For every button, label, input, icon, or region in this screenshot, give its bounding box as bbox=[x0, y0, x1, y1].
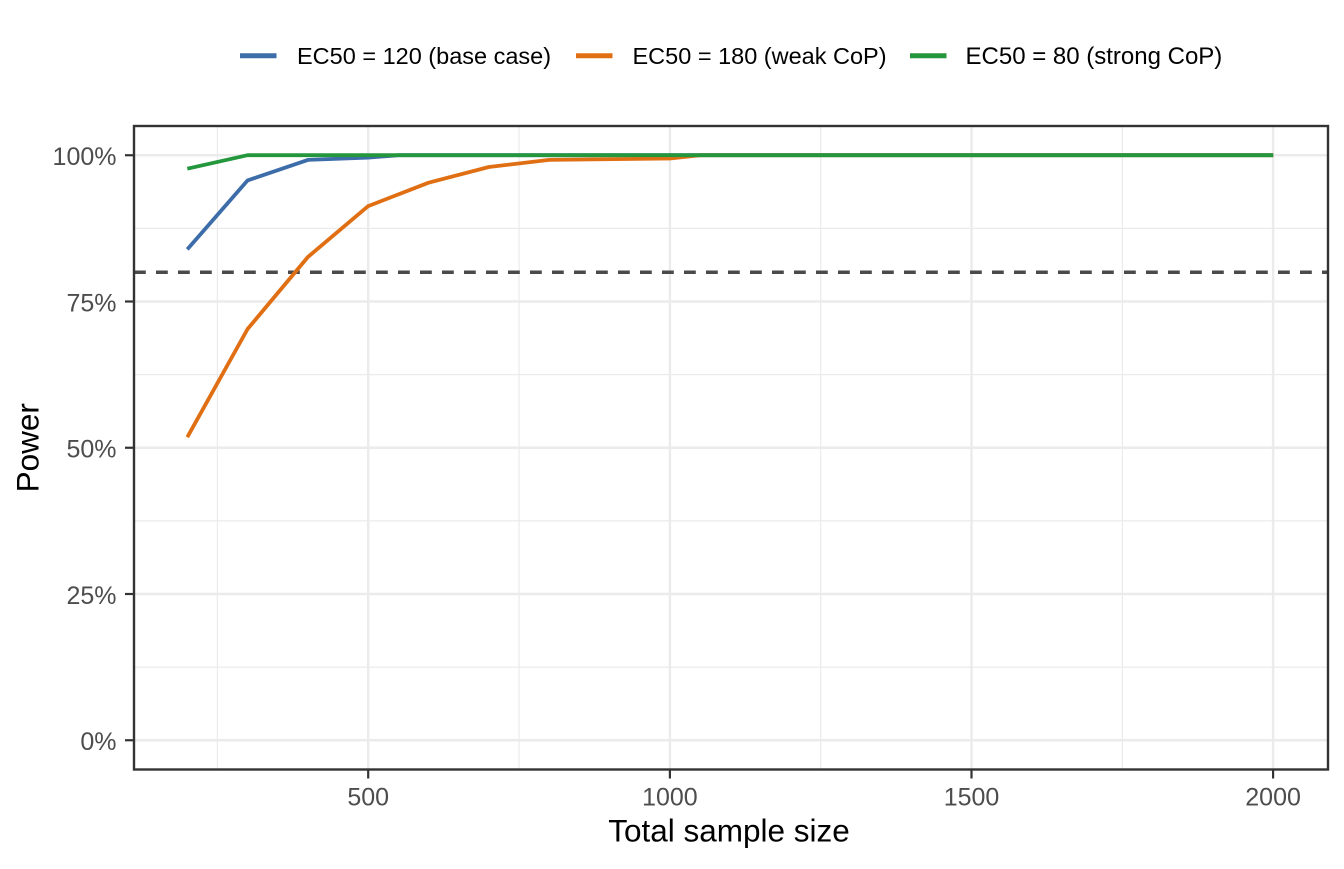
svg-text:EC50 = 120 (base case): EC50 = 120 (base case) bbox=[297, 43, 551, 69]
svg-text:Total sample size: Total sample size bbox=[608, 813, 850, 849]
svg-text:2000: 2000 bbox=[1245, 784, 1301, 812]
svg-text:75%: 75% bbox=[66, 289, 116, 317]
svg-text:1000: 1000 bbox=[642, 784, 698, 812]
svg-text:100%: 100% bbox=[53, 143, 117, 171]
svg-text:0%: 0% bbox=[80, 728, 116, 756]
svg-text:EC50 = 180 (weak CoP): EC50 = 180 (weak CoP) bbox=[633, 43, 887, 69]
svg-text:50%: 50% bbox=[66, 436, 116, 464]
svg-text:1500: 1500 bbox=[944, 784, 1000, 812]
svg-text:500: 500 bbox=[347, 784, 389, 812]
svg-text:Power: Power bbox=[10, 403, 46, 492]
svg-text:25%: 25% bbox=[66, 582, 116, 610]
svg-text:EC50 = 80 (strong CoP): EC50 = 80 (strong CoP) bbox=[966, 43, 1223, 70]
